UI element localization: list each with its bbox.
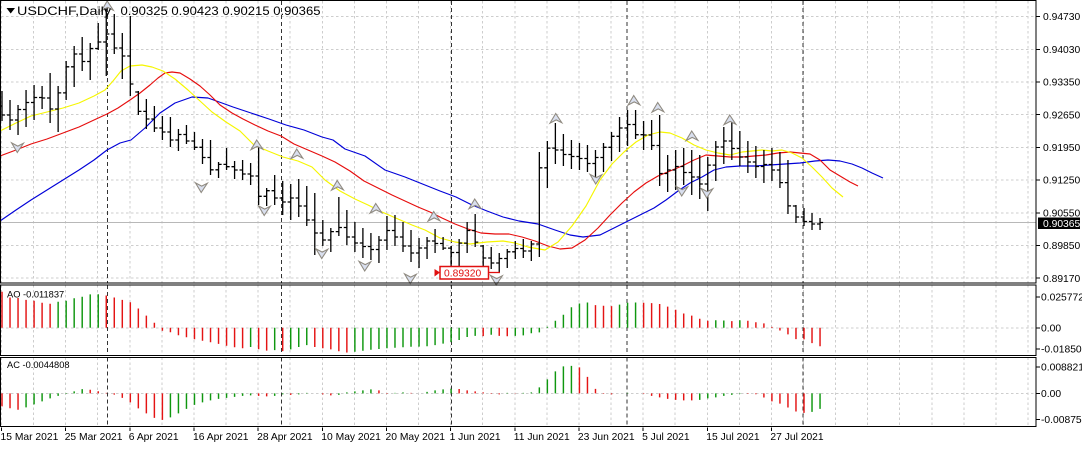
svg-text:16 Apr 2021: 16 Apr 2021	[193, 432, 249, 443]
svg-text:11 Jun 2021: 11 Jun 2021	[514, 432, 570, 443]
svg-text:-0.0087523: -0.0087523	[1041, 415, 1082, 426]
svg-text:0.89170: 0.89170	[1043, 274, 1080, 285]
svg-text:0.00: 0.00	[1041, 389, 1061, 400]
svg-text:0.92650: 0.92650	[1043, 110, 1080, 121]
svg-text:0.00: 0.00	[1041, 323, 1061, 334]
svg-text:AO -0.011837: AO -0.011837	[7, 290, 64, 300]
svg-text:0.025772: 0.025772	[1041, 292, 1082, 303]
svg-text:0.91250: 0.91250	[1043, 176, 1080, 187]
svg-text:0.0088214: 0.0088214	[1041, 363, 1082, 374]
svg-text:-0.018507: -0.018507	[1041, 345, 1082, 356]
svg-text:0.89850: 0.89850	[1043, 241, 1080, 252]
svg-text:USDCHF,Daily: USDCHF,Daily	[17, 4, 111, 18]
svg-text:0.90550: 0.90550	[1043, 208, 1080, 219]
svg-text:0.94730: 0.94730	[1043, 12, 1080, 23]
svg-text:0.91950: 0.91950	[1043, 143, 1080, 154]
svg-text:23 Jun 2021: 23 Jun 2021	[578, 432, 635, 443]
svg-text:27 Jul 2021: 27 Jul 2021	[770, 432, 824, 443]
svg-text:6 Apr 2021: 6 Apr 2021	[129, 432, 179, 443]
svg-text:0.94030: 0.94030	[1043, 45, 1080, 56]
svg-text:0.89320: 0.89320	[444, 269, 481, 280]
svg-text:1 Jun 2021: 1 Jun 2021	[450, 432, 501, 443]
svg-text:25 Mar 2021: 25 Mar 2021	[65, 432, 123, 443]
svg-text:0.93350: 0.93350	[1043, 78, 1080, 89]
svg-text:20 May 2021: 20 May 2021	[386, 432, 446, 443]
svg-text:0.90365: 0.90365	[1043, 219, 1080, 230]
svg-text:0.90325 0.90423 0.90215 0.9036: 0.90325 0.90423 0.90215 0.90365	[121, 4, 321, 18]
svg-text:5 Jul 2021: 5 Jul 2021	[642, 432, 690, 443]
svg-text:28 Apr 2021: 28 Apr 2021	[257, 432, 313, 443]
svg-text:15 Jul 2021: 15 Jul 2021	[706, 432, 760, 443]
svg-text:AC -0.0044808: AC -0.0044808	[7, 360, 70, 370]
svg-text:10 May 2021: 10 May 2021	[321, 432, 381, 443]
svg-text:15 Mar 2021: 15 Mar 2021	[1, 432, 59, 443]
